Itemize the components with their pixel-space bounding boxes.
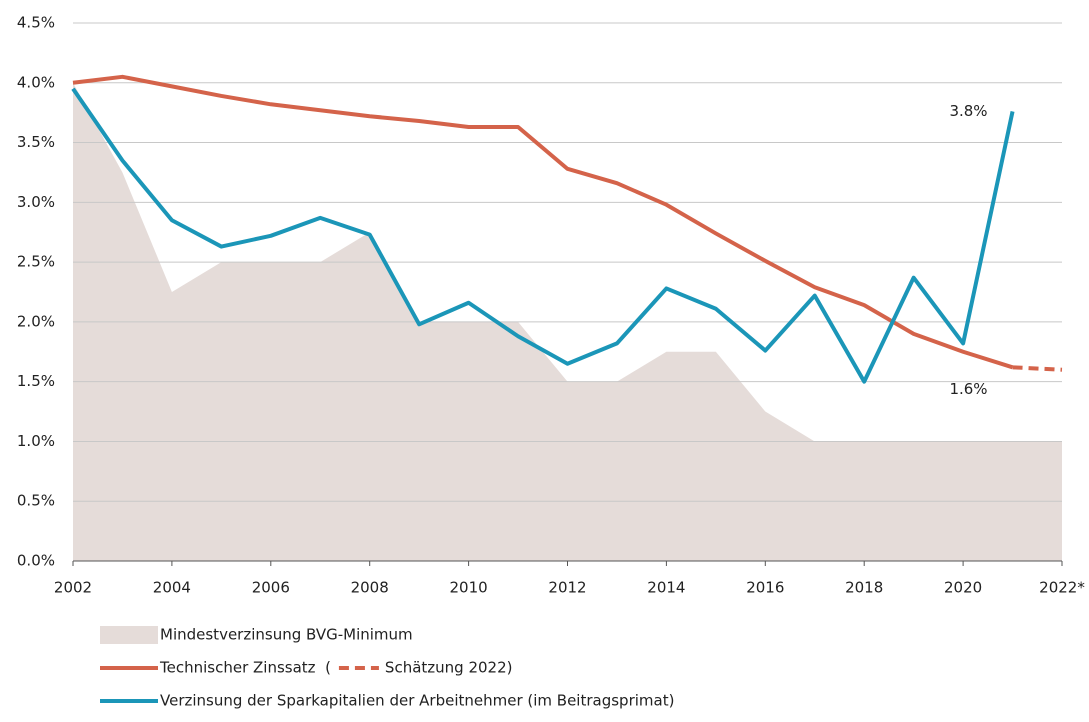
line [71, 87, 1015, 384]
x-tick-label: 2002 [54, 579, 92, 597]
legend-label: Mindestverzinsung BVG-Minimum [160, 626, 413, 644]
y-tick-label: 2.5% [17, 253, 55, 271]
legend-label: Verzinsung der Sparkapitalien der Arbeit… [160, 692, 674, 710]
y-tick-label: 3.5% [17, 133, 55, 151]
y-tick-label: 2.0% [17, 312, 55, 330]
line [1012, 365, 1063, 372]
y-tick-label: 3.0% [17, 193, 55, 211]
legend-swatch [100, 626, 158, 644]
legend-label: Technischer Zinssatz ( [159, 659, 331, 677]
x-tick-label: 2008 [351, 579, 389, 597]
x-tick-label: 2018 [845, 579, 883, 597]
y-tick-label: 1.0% [17, 432, 55, 450]
y-tick-label: 1.5% [17, 372, 55, 390]
x-tick-label: 2014 [647, 579, 685, 597]
y-tick-label: 4.0% [17, 73, 55, 91]
x-tick-label: 2010 [450, 579, 488, 597]
x-tick-label: 2004 [153, 579, 191, 597]
x-tick-label: 2012 [548, 579, 586, 597]
x-tick-label: 2006 [252, 579, 290, 597]
y-tick-label: 0.5% [17, 492, 55, 510]
y-tick-label: 4.5% [17, 14, 55, 32]
line [72, 74, 1014, 370]
x-tick-label: 2016 [746, 579, 784, 597]
y-tick-label: 0.0% [17, 552, 55, 570]
data-label: 3.8% [949, 102, 987, 120]
x-tick-label: 2022* [1039, 579, 1085, 597]
x-tick-label: 2020 [944, 579, 982, 597]
legend-label: Schätzung 2022) [385, 659, 513, 677]
data-label: 1.6% [949, 380, 987, 398]
